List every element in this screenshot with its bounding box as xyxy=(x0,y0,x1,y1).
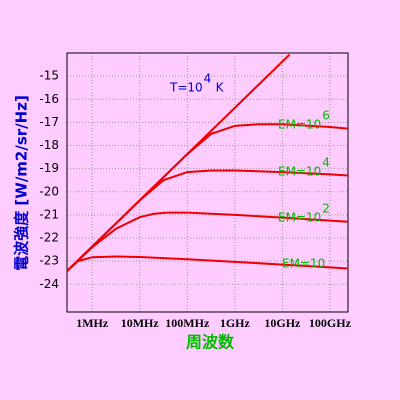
y-tick-label: -17 xyxy=(39,115,59,129)
y-tick-label: -16 xyxy=(39,92,59,106)
curve xyxy=(67,211,348,272)
annotation-sup: 4 xyxy=(322,156,330,170)
y-tick-label: -22 xyxy=(39,231,59,245)
y-tick-label: -18 xyxy=(39,138,59,152)
x-tick-label: 100GHz xyxy=(309,316,352,330)
x-tick-label: 1MHz xyxy=(76,316,109,330)
x-tick-label: 10GHz xyxy=(264,316,301,330)
annotation: EM=10 xyxy=(282,257,325,271)
curve xyxy=(67,123,348,272)
annotation: EM=10 xyxy=(278,211,321,225)
y-tick-label: -23 xyxy=(39,254,59,268)
x-axis-label: 周波数 xyxy=(186,333,235,352)
curve xyxy=(67,255,348,272)
y-tick-label: -15 xyxy=(39,69,59,83)
annotation-sup: 4 xyxy=(204,72,212,86)
x-tick-label: 100MHz xyxy=(165,316,210,330)
x-tick-label: 10MHz xyxy=(121,316,160,330)
annotation: T=10 xyxy=(169,81,203,95)
y-tick-label: -19 xyxy=(39,161,59,175)
y-tick-label: -21 xyxy=(39,207,59,221)
annotation: EM=10 xyxy=(278,165,321,179)
annotation-unit: K xyxy=(216,81,225,95)
plot-frame xyxy=(66,52,349,313)
annotation-sup: 2 xyxy=(322,202,330,216)
annotation: EM=10 xyxy=(278,118,321,132)
y-axis-label: 電波強度 [W/m2/sr/Hz] xyxy=(13,95,31,271)
x-tick-label: 1GHz xyxy=(220,316,251,330)
y-tick-label: -24 xyxy=(39,277,59,291)
y-tick-label: -20 xyxy=(39,184,59,198)
annotation-sup: 6 xyxy=(322,109,330,123)
